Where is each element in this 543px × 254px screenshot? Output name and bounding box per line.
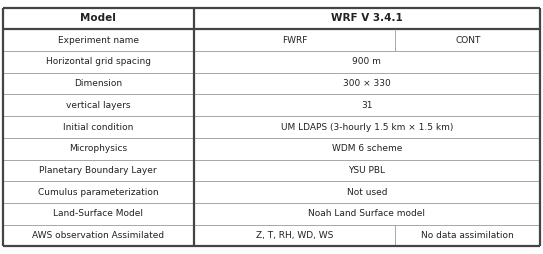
- Text: Noah Land Surface model: Noah Land Surface model: [308, 209, 425, 218]
- Text: Horizontal grid spacing: Horizontal grid spacing: [46, 57, 150, 66]
- Text: AWS observation Assimilated: AWS observation Assimilated: [32, 231, 164, 240]
- Text: Not used: Not used: [346, 188, 387, 197]
- Text: Land-Surface Model: Land-Surface Model: [53, 209, 143, 218]
- Text: 300 × 330: 300 × 330: [343, 79, 391, 88]
- Text: No data assimilation: No data assimilation: [421, 231, 514, 240]
- Text: Experiment name: Experiment name: [58, 36, 138, 45]
- Text: Dimension: Dimension: [74, 79, 122, 88]
- Text: Planetary Boundary Layer: Planetary Boundary Layer: [39, 166, 157, 175]
- Text: Cumulus parameterization: Cumulus parameterization: [38, 188, 159, 197]
- Text: Model: Model: [80, 13, 116, 23]
- Text: Microphysics: Microphysics: [69, 144, 127, 153]
- Text: WDM 6 scheme: WDM 6 scheme: [332, 144, 402, 153]
- Text: WRF V 3.4.1: WRF V 3.4.1: [331, 13, 403, 23]
- Text: UM LDAPS (3-hourly 1.5 km × 1.5 km): UM LDAPS (3-hourly 1.5 km × 1.5 km): [281, 122, 453, 132]
- Text: 31: 31: [361, 101, 372, 110]
- Text: 900 m: 900 m: [352, 57, 381, 66]
- Text: Z, T, RH, WD, WS: Z, T, RH, WD, WS: [256, 231, 333, 240]
- Text: CONT: CONT: [455, 36, 481, 45]
- Text: FWRF: FWRF: [282, 36, 307, 45]
- Text: YSU PBL: YSU PBL: [349, 166, 386, 175]
- Text: vertical layers: vertical layers: [66, 101, 130, 110]
- Text: Initial condition: Initial condition: [63, 122, 134, 132]
